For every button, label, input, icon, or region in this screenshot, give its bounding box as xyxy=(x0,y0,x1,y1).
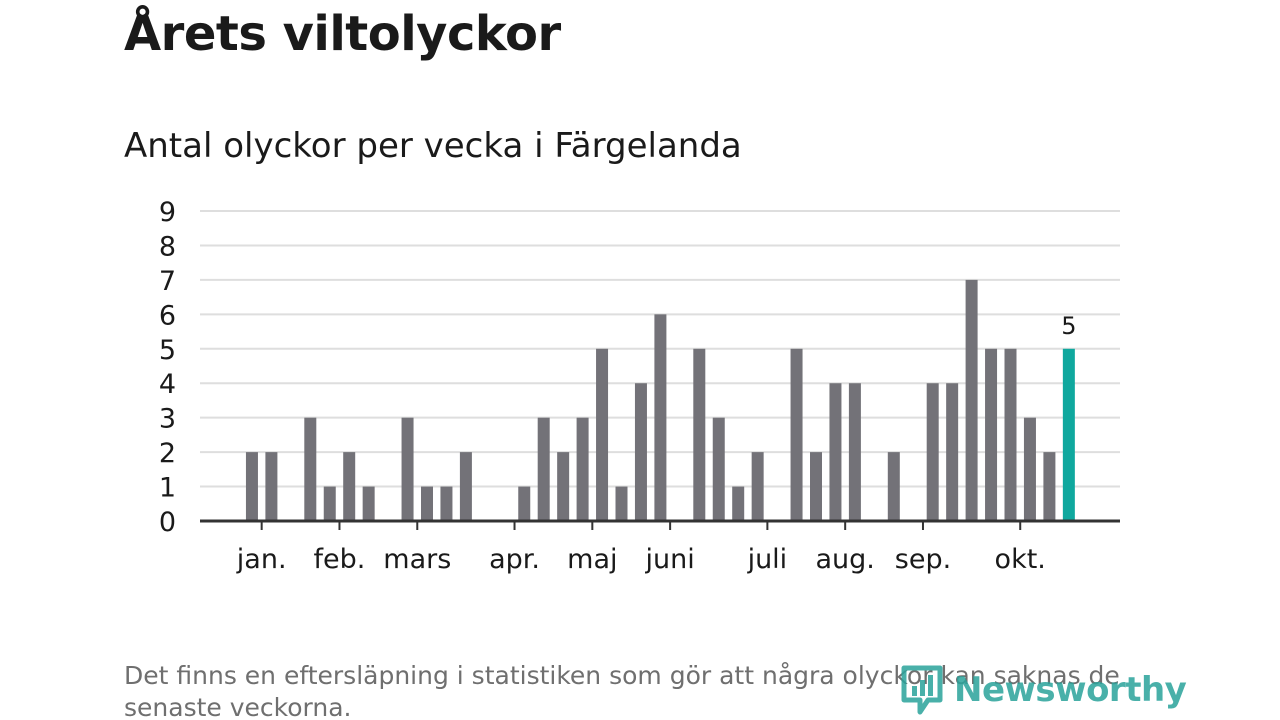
bar xyxy=(790,348,803,521)
newsworthy-logo: Newsworthy xyxy=(900,664,1187,716)
x-tick-label: aug. xyxy=(815,544,874,575)
bar xyxy=(440,486,453,521)
bar xyxy=(1004,348,1017,521)
bar xyxy=(323,486,336,521)
bar xyxy=(1043,452,1056,521)
y-tick-label: 1 xyxy=(159,473,176,504)
bar xyxy=(926,383,939,521)
x-tick-label: juni xyxy=(645,544,695,575)
x-tick-label: sep. xyxy=(895,544,951,575)
bar xyxy=(654,314,667,521)
bar xyxy=(557,452,570,521)
x-tick-label: feb. xyxy=(314,544,366,575)
y-tick-label: 7 xyxy=(159,266,176,297)
y-tick-label: 3 xyxy=(159,404,176,435)
bar xyxy=(596,348,609,521)
bar xyxy=(732,486,745,521)
x-tick-label: mars xyxy=(383,544,451,575)
data-label: 5 xyxy=(1061,312,1076,340)
bar xyxy=(712,417,725,521)
bar xyxy=(810,452,822,521)
y-tick-label: 8 xyxy=(159,231,176,262)
bar xyxy=(401,417,414,521)
bar xyxy=(946,383,959,521)
bar xyxy=(848,383,861,521)
highlight-bar xyxy=(1062,348,1075,521)
chart-subtitle: Antal olyckor per vecka i Färgelanda xyxy=(124,126,742,166)
bar xyxy=(245,452,258,521)
bar xyxy=(693,348,706,521)
page-title: Årets viltolyckor xyxy=(124,6,561,62)
bar xyxy=(421,486,433,521)
y-tick-label: 5 xyxy=(159,335,176,366)
bar xyxy=(537,417,550,521)
bar xyxy=(887,452,900,521)
x-tick-label: juli xyxy=(747,544,788,575)
bar xyxy=(304,417,317,521)
x-tick-label: jan. xyxy=(236,544,287,575)
newsworthy-logo-icon xyxy=(901,665,943,715)
bar xyxy=(518,486,531,521)
bar xyxy=(634,383,647,521)
bar xyxy=(1023,417,1036,521)
y-tick-label: 0 xyxy=(159,507,176,538)
bar xyxy=(985,348,998,521)
logo-text: Newsworthy xyxy=(954,670,1187,710)
y-tick-label: 9 xyxy=(159,197,176,228)
bar xyxy=(265,452,278,521)
bar xyxy=(576,417,589,521)
y-tick-label: 4 xyxy=(159,369,176,400)
bar xyxy=(343,452,356,521)
x-tick-label: okt. xyxy=(995,544,1046,575)
bar xyxy=(615,486,628,521)
x-tick-label: maj xyxy=(567,544,617,575)
y-tick-label: 6 xyxy=(159,300,176,331)
bar xyxy=(459,452,472,521)
x-tick-label: apr. xyxy=(489,544,540,575)
bar xyxy=(829,383,842,521)
y-tick-label: 2 xyxy=(159,438,176,469)
bar xyxy=(751,452,764,521)
bar xyxy=(965,279,978,521)
footnote: Det finns en eftersläpning i statistiken… xyxy=(124,661,1120,720)
bar xyxy=(362,486,375,521)
